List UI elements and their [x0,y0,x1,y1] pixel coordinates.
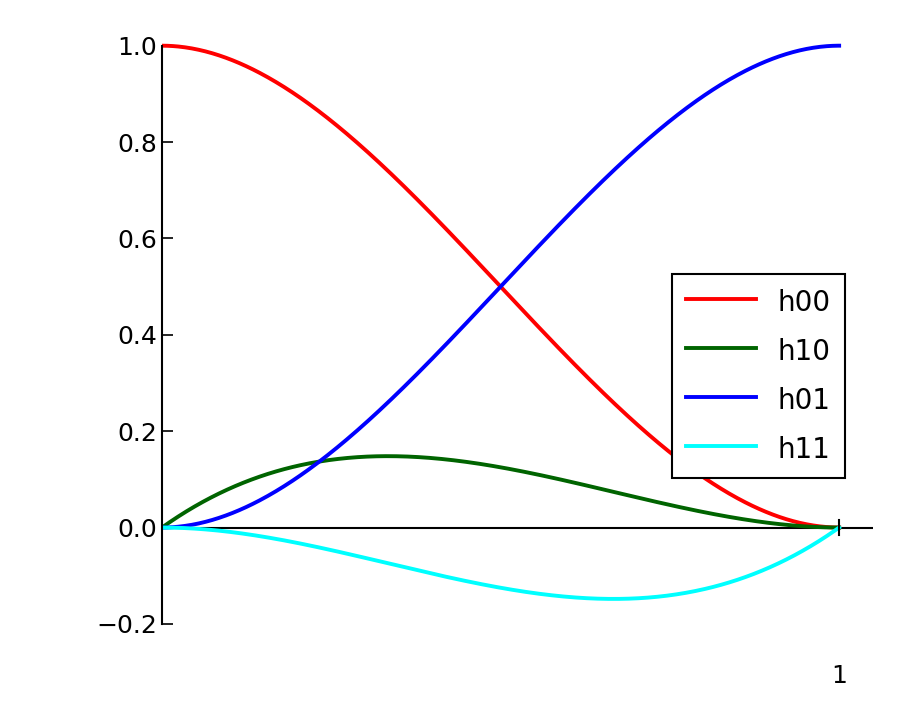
h00 [157,41,167,50]
h11 [833,523,844,532]
h01 [482,296,493,305]
h00 [817,523,828,531]
h11 [608,595,619,603]
h10 [525,469,535,477]
h01 [560,215,571,223]
h10 [382,452,392,461]
h10 [561,477,572,485]
h01 [478,300,489,309]
h11 [819,534,830,542]
h01 [523,253,534,261]
h11 [482,581,493,590]
h00 [523,312,534,320]
Line: h01: h01 [162,45,839,528]
h10 [833,523,844,532]
h11 [560,593,571,601]
h00 [712,482,723,490]
h11 [478,580,489,589]
h11 [713,581,724,590]
h00 [482,269,493,277]
h00 [478,264,489,273]
h10 [713,510,724,519]
h10 [483,461,494,469]
Line: h11: h11 [162,528,839,599]
Line: h00: h00 [162,45,839,528]
Legend: h00, h10, h01, h11: h00, h10, h01, h11 [672,274,845,478]
h10 [480,460,491,469]
h10 [157,523,167,532]
h01 [833,41,844,50]
Line: h10: h10 [162,456,839,528]
h10 [819,523,830,531]
h00 [560,350,571,359]
h11 [523,588,534,597]
h01 [157,523,167,532]
h11 [157,523,167,532]
h00 [833,523,844,532]
h01 [817,42,828,51]
h01 [712,83,723,91]
